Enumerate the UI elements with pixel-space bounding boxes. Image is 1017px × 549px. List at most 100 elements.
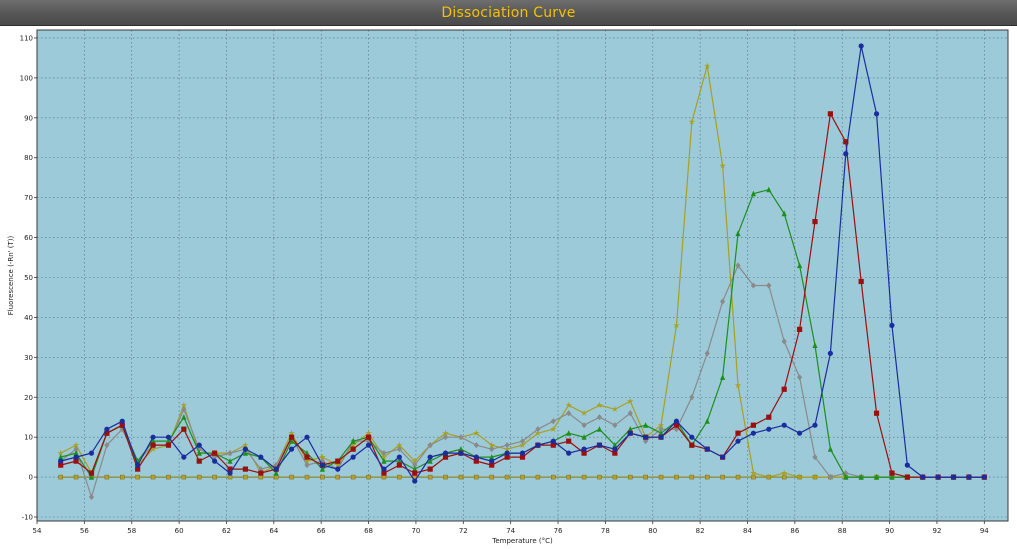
data-point [873,410,880,416]
baseline-point [751,474,756,480]
data-point [981,474,987,480]
data-point [396,462,402,468]
data-point [334,461,342,469]
data-point [73,458,79,464]
x-tick-label: 76 [554,527,563,535]
data-point [412,470,418,476]
y-tick-label: 50 [24,274,33,282]
x-tick-label: 88 [838,527,847,535]
data-point [149,445,157,453]
data-point [412,478,418,484]
data-point [735,430,741,436]
data-point [365,442,372,448]
data-point [427,454,433,460]
baseline-point [366,474,371,480]
data-point [550,442,556,448]
baseline-point [443,474,448,480]
data-point [73,450,79,456]
dissociation-chart[interactable]: 54 56 58 60 62 64 66 68 70 72 74 76 78 80 82 84 86 88 90 92… [0,26,1017,549]
data-point [581,446,587,452]
data-point [596,414,603,421]
data-point [473,454,479,460]
data-point [519,441,526,449]
baseline-point [243,474,248,480]
data-point [827,111,833,117]
x-axis-label: Temperature (°C) [491,537,553,545]
data-point [858,43,864,49]
data-point [550,418,556,425]
data-point [288,438,295,444]
data-point [57,449,65,457]
baseline-point [720,474,725,480]
data-point [673,422,680,428]
data-point [550,438,556,444]
data-point [135,462,141,468]
data-point [766,186,772,193]
data-point [704,350,710,357]
x-tick-label: 74 [506,527,515,535]
data-point [318,453,326,461]
baseline-point [581,474,587,480]
data-point [335,458,341,464]
data-point [796,326,803,332]
data-point [566,438,572,444]
data-point [889,473,895,480]
baseline-point [120,474,125,480]
x-tick-label: 68 [364,527,373,535]
data-point [720,454,726,460]
data-point [812,454,818,461]
data-point [612,422,618,429]
data-point [489,454,495,460]
data-point [750,430,757,436]
baseline-point [320,474,325,480]
data-point [565,401,573,409]
baseline-point [597,474,602,480]
data-point [581,434,587,440]
series-group [57,43,988,501]
data-point [58,458,64,464]
baseline-point [135,474,140,480]
data-point [843,469,849,477]
data-point [781,210,787,217]
data-point [304,450,310,456]
data-point [58,454,64,460]
data-point [904,462,910,468]
data-point [627,430,633,436]
data-point [735,230,741,237]
baseline-point [689,474,695,480]
data-point [442,429,449,437]
data-point [920,474,926,480]
data-point [549,425,557,433]
data-point [88,473,95,480]
x-tick-label: 94 [980,527,989,535]
data-point [135,466,141,472]
data-point [73,446,79,453]
data-point [827,473,833,481]
data-point [581,450,587,456]
data-point [427,442,433,449]
x-tick-label: 86 [790,527,799,535]
y-tick-label: 90 [24,114,33,122]
data-point [566,410,572,417]
baseline-point [304,474,310,480]
x-tick-label: 78 [601,527,610,535]
data-point [241,441,249,449]
data-point [273,466,279,472]
data-point [843,139,849,145]
data-point [643,434,649,440]
data-point [473,458,479,464]
baseline-point [212,474,217,480]
data-point [689,394,695,401]
data-point [242,446,249,452]
data-point [504,454,510,460]
data-point [304,434,310,440]
y-tick-label: 60 [24,234,33,242]
plot-area [37,30,1008,521]
data-point [612,450,618,456]
data-point [781,338,787,345]
data-point [104,426,110,432]
data-point [181,426,187,432]
series-circle [58,43,987,484]
x-tick-label: 62 [222,527,231,535]
x-tick-label: 80 [648,527,657,535]
